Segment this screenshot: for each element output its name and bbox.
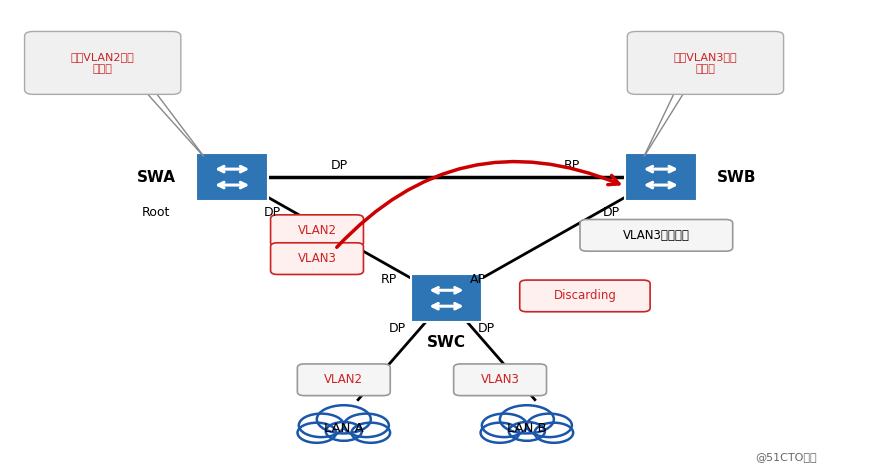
Text: DP: DP [330, 159, 348, 172]
Text: @51CTO博客: @51CTO博客 [755, 452, 817, 462]
Text: Root: Root [142, 206, 171, 219]
Text: DP: DP [388, 322, 406, 335]
Text: DP: DP [603, 206, 621, 219]
Text: VLAN2: VLAN2 [297, 224, 337, 237]
FancyBboxPatch shape [625, 153, 697, 201]
FancyBboxPatch shape [297, 364, 390, 396]
Circle shape [352, 423, 390, 443]
Text: VLAN2: VLAN2 [324, 373, 363, 386]
Text: DP: DP [263, 206, 281, 219]
Text: SWA: SWA [137, 170, 176, 185]
FancyBboxPatch shape [411, 274, 482, 322]
Text: 创建VLAN2的三
层接口: 创建VLAN2的三 层接口 [71, 52, 135, 74]
FancyBboxPatch shape [580, 219, 732, 251]
Circle shape [535, 423, 573, 443]
Text: RP: RP [380, 273, 396, 286]
Circle shape [527, 414, 572, 437]
FancyBboxPatch shape [520, 280, 650, 312]
Text: SWB: SWB [717, 170, 756, 185]
FancyBboxPatch shape [196, 153, 268, 201]
FancyBboxPatch shape [271, 215, 363, 247]
Text: VLAN3路径次优: VLAN3路径次优 [623, 229, 689, 242]
Text: SWC: SWC [427, 335, 466, 350]
Text: DP: DP [478, 322, 496, 335]
FancyBboxPatch shape [271, 243, 363, 274]
Text: VLAN3: VLAN3 [480, 373, 520, 386]
Circle shape [299, 414, 344, 437]
Text: RP: RP [563, 159, 580, 172]
Circle shape [344, 414, 388, 437]
Text: Discarding: Discarding [554, 289, 616, 302]
Circle shape [317, 405, 371, 433]
Circle shape [509, 422, 545, 441]
Text: 创建VLAN3的三
层接口: 创建VLAN3的三 层接口 [673, 52, 738, 74]
FancyBboxPatch shape [627, 32, 784, 94]
Circle shape [482, 414, 527, 437]
Circle shape [500, 405, 554, 433]
Circle shape [326, 422, 362, 441]
Circle shape [480, 423, 519, 443]
Circle shape [297, 423, 336, 443]
Text: VLAN3: VLAN3 [297, 252, 337, 265]
Text: LAN A: LAN A [324, 422, 363, 435]
FancyBboxPatch shape [454, 364, 547, 396]
Text: AP: AP [470, 273, 486, 286]
FancyBboxPatch shape [25, 32, 180, 94]
Text: LAN B: LAN B [507, 422, 547, 435]
